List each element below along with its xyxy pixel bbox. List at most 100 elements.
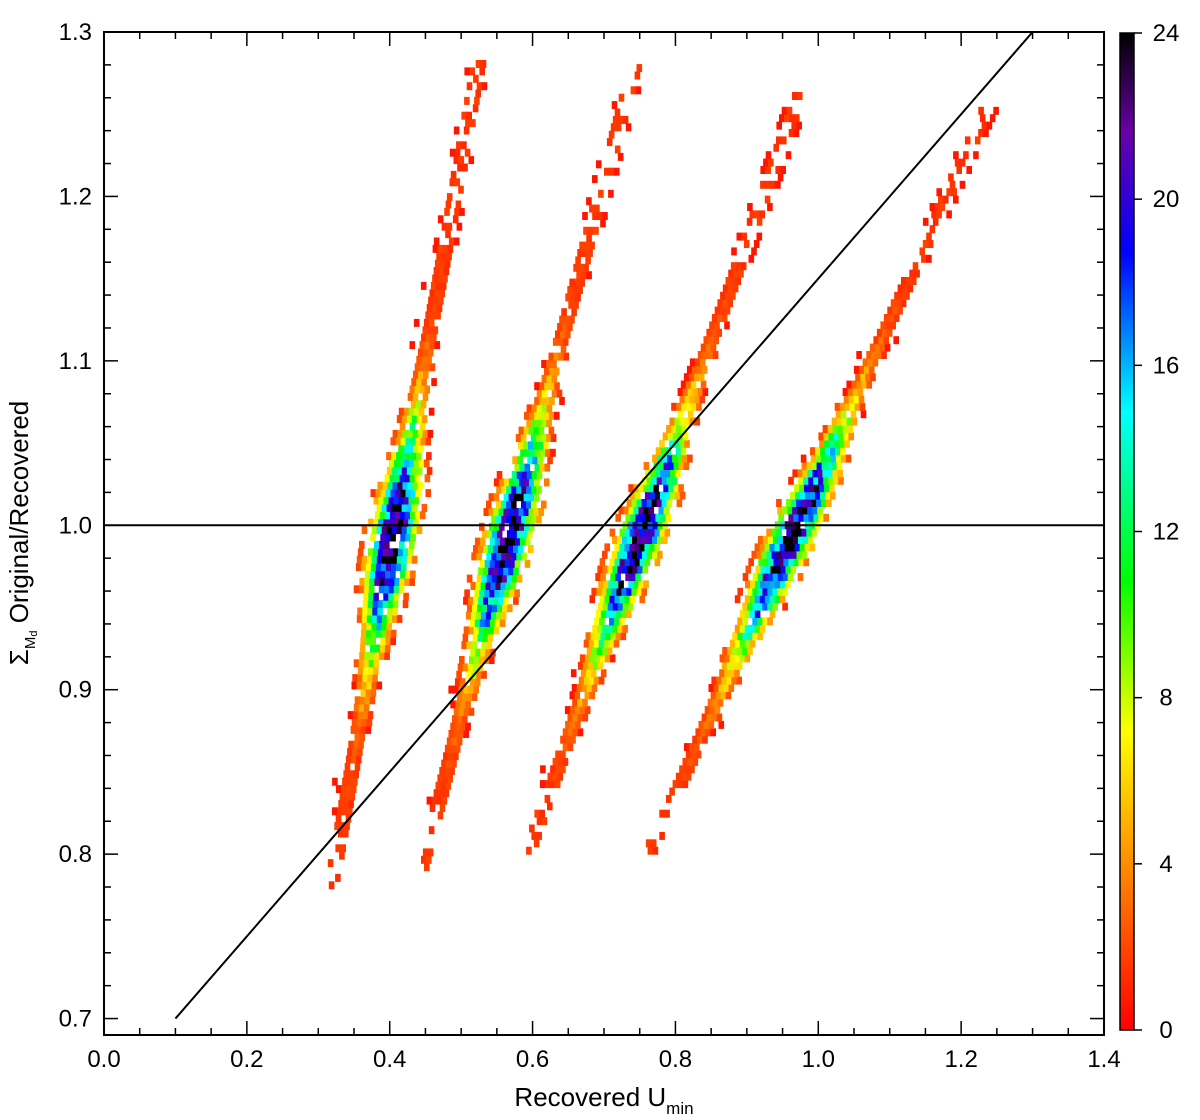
heat-cell <box>700 728 706 737</box>
heat-cell <box>642 565 648 574</box>
heat-cell <box>485 582 492 590</box>
heat-cell <box>722 647 728 655</box>
heat-cell <box>642 550 648 559</box>
heat-cell <box>637 565 643 574</box>
heat-cell <box>351 718 358 727</box>
heat-cell <box>823 432 829 441</box>
y-tick-label: 1.0 <box>59 512 92 539</box>
heat-cell <box>487 604 493 613</box>
heat-cell <box>485 648 491 657</box>
heat-cell <box>359 733 366 742</box>
heat-cell <box>385 570 391 579</box>
heat-cell <box>934 203 941 211</box>
heat-cell <box>552 772 559 781</box>
heat-cell <box>658 506 665 515</box>
heat-cell <box>907 284 914 293</box>
heat-cell <box>803 476 809 485</box>
heat-cell <box>794 114 800 123</box>
heat-cell <box>347 807 353 816</box>
heat-cell <box>726 661 733 670</box>
heat-cell <box>581 684 588 692</box>
heat-cell <box>533 493 540 502</box>
heat-cell <box>361 622 367 631</box>
heat-cell <box>695 728 701 737</box>
heat-cell <box>393 592 399 601</box>
x-tick-label: 0.8 <box>659 1046 692 1073</box>
heat-cell <box>499 559 506 568</box>
heat-cell <box>364 696 371 705</box>
heat-cell <box>629 595 636 604</box>
heat-cell <box>411 452 417 461</box>
heat-cell <box>599 558 606 567</box>
heat-cell <box>526 404 533 413</box>
heat-cell <box>674 439 680 448</box>
heat-cell <box>622 602 629 611</box>
heat-cell <box>494 589 500 598</box>
heat-cell <box>613 639 620 648</box>
heat-cell <box>851 380 857 389</box>
heat-cell <box>365 629 372 638</box>
heat-cell <box>517 456 523 465</box>
heat-cell <box>722 299 728 308</box>
heat-cell <box>370 489 377 498</box>
heat-cell <box>531 515 537 524</box>
heat-cell <box>863 365 870 374</box>
heat-cell <box>475 582 482 590</box>
heat-cell <box>793 129 800 137</box>
heat-cell <box>698 720 705 729</box>
heat-cell <box>687 410 694 419</box>
heat-cell <box>474 678 481 687</box>
heat-cell <box>374 511 381 520</box>
heat-cell <box>534 397 540 405</box>
heat-cell <box>357 607 363 616</box>
heat-cell <box>592 212 598 220</box>
heat-cell <box>682 780 689 789</box>
heat-cell <box>428 826 435 835</box>
heat-cell <box>559 397 565 405</box>
heat-cell <box>808 513 814 522</box>
heat-cell <box>650 839 657 848</box>
heat-cell <box>867 358 874 367</box>
heat-cell <box>671 476 678 485</box>
heat-cell <box>654 558 661 567</box>
heat-cell <box>366 622 372 631</box>
heat-cell <box>716 676 722 685</box>
heat-cell <box>767 573 774 581</box>
heat-cell <box>392 481 399 490</box>
heat-cell <box>417 481 424 490</box>
heat-cell <box>732 284 739 293</box>
heat-cell <box>642 536 648 544</box>
heat-cell <box>598 189 604 198</box>
heat-cell <box>408 407 415 416</box>
heat-cell <box>426 466 433 475</box>
heat-cell <box>400 489 407 498</box>
heat-cell <box>859 402 866 411</box>
heat-cell <box>946 188 952 197</box>
heat-cell <box>463 707 470 716</box>
heat-cell <box>724 669 730 678</box>
heat-cell <box>702 735 708 744</box>
heat-cell <box>567 323 573 331</box>
heat-cell <box>476 670 482 679</box>
heat-cell <box>762 573 769 581</box>
heat-cell <box>546 419 552 428</box>
heat-cell <box>803 558 809 567</box>
heat-cell <box>782 587 788 596</box>
heat-cell <box>541 404 548 413</box>
heat-cell <box>716 328 722 337</box>
heat-cell <box>772 602 778 611</box>
heat-cell <box>475 60 482 68</box>
heat-cell <box>682 757 689 766</box>
heat-cell <box>427 326 434 335</box>
heat-cell <box>666 499 673 507</box>
heat-cell <box>983 129 989 137</box>
heat-cell <box>536 515 542 524</box>
heat-cell <box>752 587 758 596</box>
heat-cell <box>601 647 608 655</box>
heat-cell <box>335 844 341 853</box>
heat-cell <box>711 676 717 685</box>
heat-cell <box>660 513 666 522</box>
heat-cell <box>796 550 803 559</box>
heat-cell <box>760 565 767 574</box>
heat-cell <box>348 740 354 749</box>
